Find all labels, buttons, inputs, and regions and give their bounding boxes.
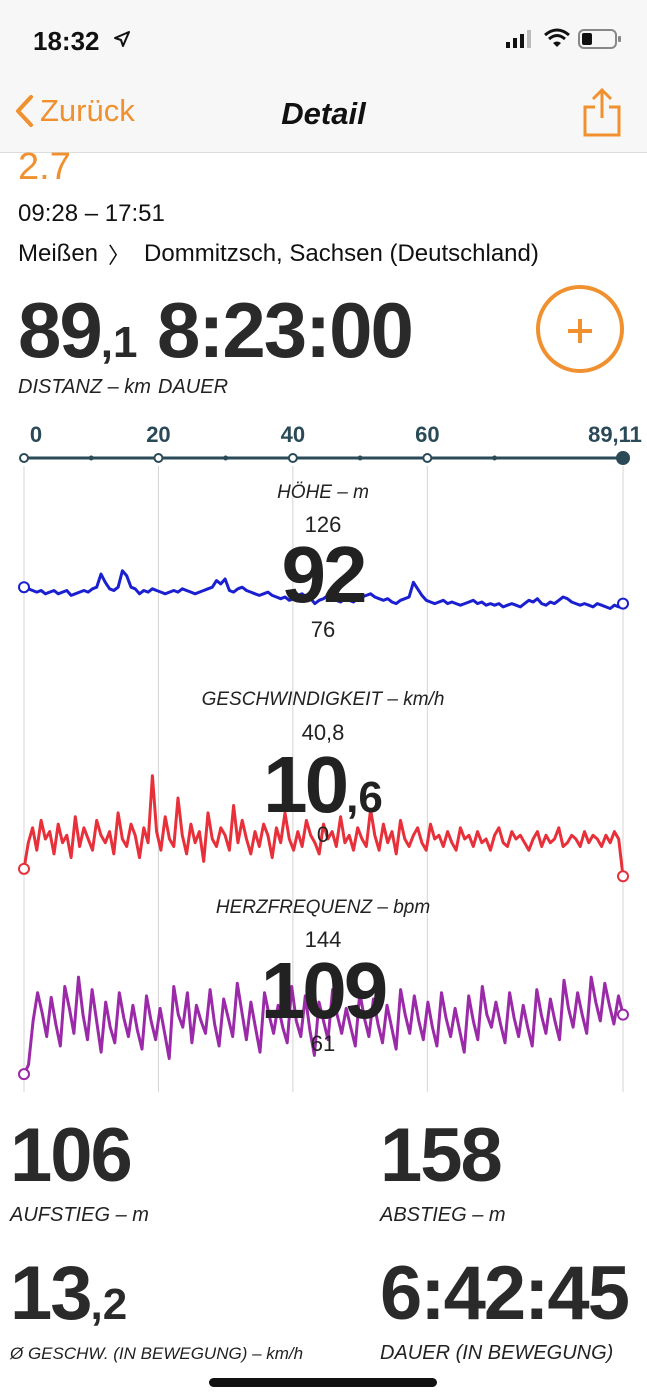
chart-center-value: 109 (261, 946, 386, 1035)
series-start-marker (18, 862, 30, 875)
chart-min-label: 0 (317, 822, 329, 847)
axis-minor-tick (223, 455, 229, 461)
status-bar (0, 0, 647, 80)
chart-title: HÖHE – m (277, 482, 369, 503)
axis-minor-tick (88, 455, 94, 461)
axis-minor-tick (357, 455, 363, 461)
wifi-icon (544, 28, 570, 47)
distance-int: 89 (18, 286, 103, 374)
route-from: Meißen (18, 240, 99, 267)
chart-max-label: 144 (305, 927, 342, 952)
chart-center-value: 92 (282, 530, 365, 619)
axis-tick-marker (153, 453, 164, 463)
chart-max-label: 40,8 (302, 720, 345, 745)
cellular-signal-icon (506, 30, 531, 48)
axis-minor-tick (492, 455, 498, 461)
descent-label: ABSTIEG – m (380, 1204, 506, 1226)
speed-chart: GESCHWINDIGKEIT – km/h 40,810,60 (18, 689, 629, 883)
duration-label: DAUER (158, 376, 229, 398)
chart-center-value: 10,6 (263, 740, 383, 829)
avg-speed-label: Ø GESCHW. (IN BEWEGUNG) – km/h (10, 1344, 304, 1363)
series-end-marker (617, 870, 629, 883)
distance-dec: ,1 (100, 318, 138, 367)
chart-min-label: 76 (311, 617, 335, 642)
series-end-marker (617, 597, 629, 610)
distance-axis: 0 20 40 60 89,11 (19, 422, 642, 465)
add-button[interactable] (536, 285, 624, 373)
home-indicator[interactable] (209, 1378, 437, 1387)
route: Meißen 〉 Dommitzsch, Sachsen (Deutschlan… (18, 238, 539, 270)
route-separator-icon: 〉 (108, 243, 131, 268)
axis-tick-marker (287, 453, 298, 463)
axis-tick-marker (422, 453, 433, 463)
axis-tick-label: 89,11 (588, 422, 642, 447)
partial-title: 2.7 (18, 146, 71, 188)
location-arrow-icon (114, 31, 130, 47)
descent-value: 158 (380, 1113, 503, 1198)
chart-max-label: 126 (305, 512, 342, 537)
moving-duration-label: DAUER (IN BEWEGUNG) (380, 1342, 614, 1364)
series-start-marker (18, 581, 30, 594)
status-time: 18:32 (33, 26, 100, 56)
axis-tick-label: 0 (30, 422, 42, 447)
series-line (22, 774, 625, 877)
time-range: 09:28 – 17:51 (18, 200, 165, 227)
moving-duration-value: 6:42:45 (380, 1251, 630, 1336)
axis-tick-label: 40 (281, 422, 305, 447)
series-line (22, 975, 625, 1075)
chart-title: HERZFREQUENZ – bpm (216, 897, 430, 918)
battery-icon (578, 29, 621, 49)
chart-min-label: 61 (311, 1031, 335, 1056)
back-label: Zurück (40, 93, 135, 128)
axis-tick-marker (19, 453, 29, 463)
ascent-label: AUFSTIEG – m (10, 1204, 149, 1226)
series-start-marker (18, 1068, 30, 1081)
series-end-marker (617, 1008, 629, 1021)
navigation-bar (0, 80, 647, 153)
chart-center-value-dec: ,6 (346, 773, 383, 822)
axis-tick-label: 60 (415, 422, 439, 447)
share-icon[interactable] (582, 88, 622, 138)
chevron-left-icon (16, 95, 33, 127)
chart-title: GESCHWINDIGKEIT – km/h (202, 689, 445, 710)
route-to: Dommitzsch, Sachsen (Deutschland) (144, 240, 539, 267)
axis-tick-label: 20 (146, 422, 170, 447)
back-button[interactable]: Zurück (14, 93, 135, 129)
avg-speed-value: 13,2 (10, 1250, 127, 1337)
axis-tick-marker (616, 451, 630, 465)
avg-speed-dec: ,2 (90, 1280, 128, 1329)
distance-label: DISTANZ – km (18, 376, 151, 398)
page-title: Detail (281, 96, 366, 131)
duration-value: 8:23:00 (157, 286, 414, 374)
distance-value: 89,1 (18, 285, 137, 376)
avg-speed-int: 13 (10, 1251, 93, 1336)
series-line (23, 569, 624, 610)
ascent-value: 106 (10, 1113, 133, 1198)
